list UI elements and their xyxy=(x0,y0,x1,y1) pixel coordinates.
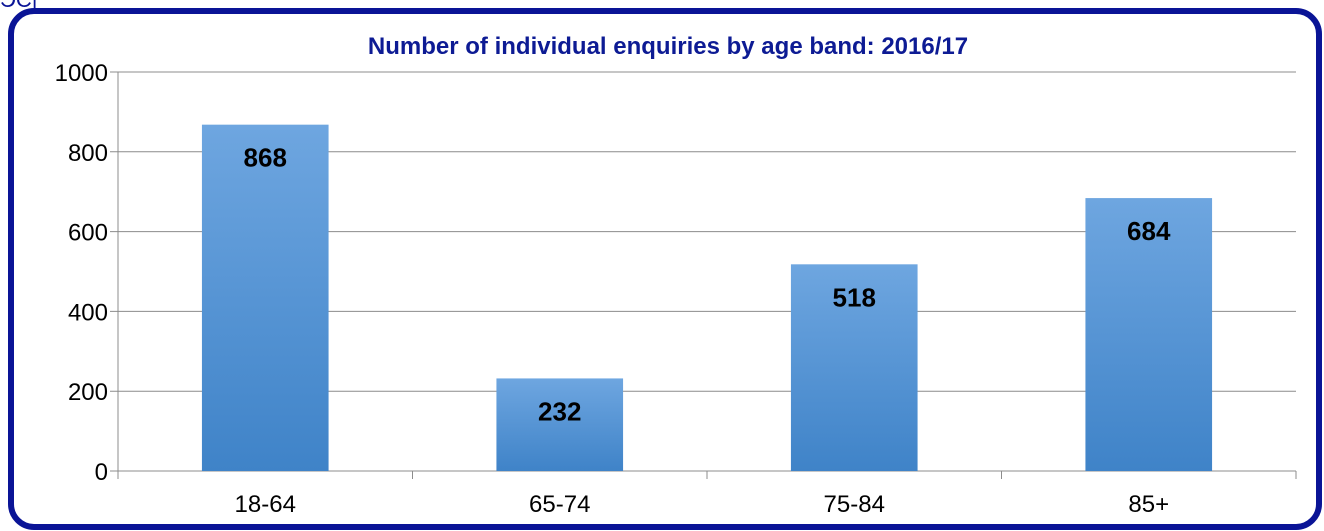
y-axis-tick-labels: 0 200 400 600 800 1000 xyxy=(55,60,108,486)
x-category-label: 65-74 xyxy=(529,491,590,518)
bar-18-64 xyxy=(201,124,329,471)
x-category-label: 18-64 xyxy=(235,491,296,518)
y-tick-label: 1000 xyxy=(55,60,108,87)
y-tick-label: 400 xyxy=(68,299,108,326)
bar-75-84 xyxy=(790,264,918,471)
data-label: 684 xyxy=(1127,216,1171,246)
bars xyxy=(201,124,1213,472)
x-category-label: 85+ xyxy=(1128,491,1169,518)
bar-65-74 xyxy=(496,378,624,471)
y-tick-label: 600 xyxy=(68,220,108,247)
chart-title: Number of individual enquiries by age ba… xyxy=(368,33,968,60)
data-label: 518 xyxy=(833,282,876,312)
x-category-label: 75-84 xyxy=(824,491,885,518)
y-tick-label: 0 xyxy=(95,459,108,486)
data-label: 868 xyxy=(244,143,287,173)
y-tick-label: 800 xyxy=(68,140,108,167)
data-labels: 868 232 518 684 xyxy=(244,143,1171,427)
y-tick-label: 200 xyxy=(68,379,108,406)
x-axis-category-labels: 18-64 65-74 75-84 85+ xyxy=(235,491,1170,518)
bar-85+ xyxy=(1085,198,1213,472)
data-label: 232 xyxy=(538,396,581,426)
cropped-top-fragment: ЭС| xyxy=(0,0,37,13)
